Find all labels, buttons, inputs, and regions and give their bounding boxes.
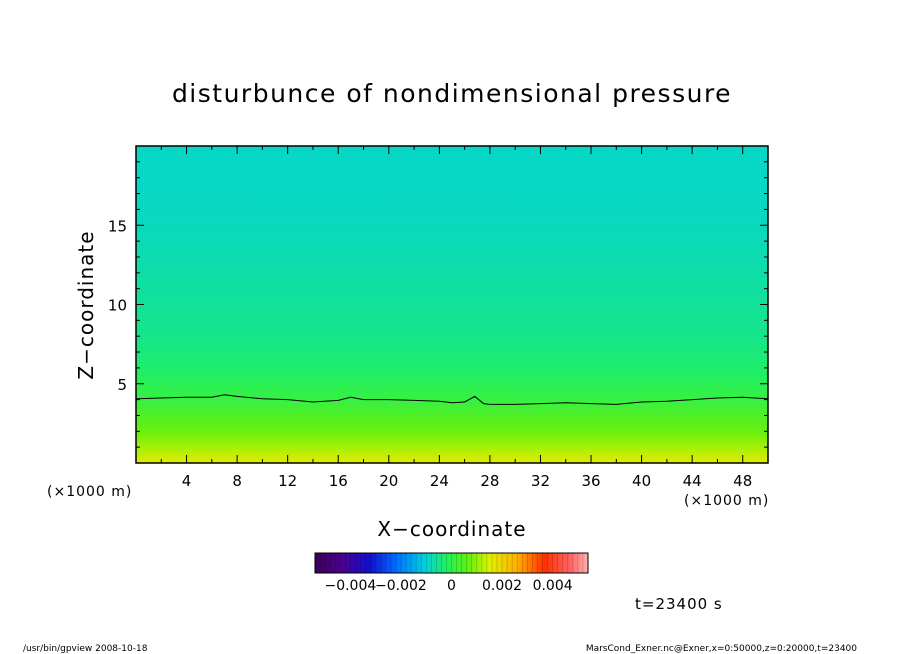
x-tick-label: 40 (632, 472, 651, 490)
colorbar-stripes (319, 553, 584, 573)
x-tick-label: 4 (182, 472, 192, 490)
zero-contour-line (135, 394, 769, 405)
x-tick-label: 44 (683, 472, 702, 490)
x-unit-left: (×1000 m) (47, 484, 132, 500)
colorbar-tick-labels: −0.004−0.002 0 0.002 0.004 (324, 578, 572, 594)
x-tick-label: 24 (430, 472, 449, 490)
x-tick-label: 28 (480, 472, 499, 490)
time-label: t=23400 s (635, 595, 723, 613)
x-axis-ticks: 4 8 12 16 20 24 28 32 36 40 44 48 (135, 146, 769, 490)
x-axis-label: X−coordinate (377, 517, 526, 541)
footer-right: MarsCond_Exner.nc@Exner,x=0:50000,z=0:20… (586, 644, 857, 654)
x-tick-label: 32 (531, 472, 550, 490)
colorbar-tick-label: 0 (447, 578, 456, 594)
colorbar-tick-label: 0.004 (533, 578, 573, 594)
heatmap-field (136, 146, 768, 463)
x-tick-label: 12 (278, 472, 297, 490)
y-tick-label: 10 (108, 297, 127, 315)
colorbar-tick-label: −0.004 (324, 578, 376, 594)
y-axis-ticks: 5 10 15 (108, 145, 768, 464)
x-unit-right: (×1000 m) (684, 493, 769, 509)
x-tick-label: 16 (329, 472, 348, 490)
x-tick-label: 20 (379, 472, 398, 490)
x-tick-label: 48 (733, 472, 752, 490)
colorbar-frame (314, 552, 589, 574)
y-tick-label: 5 (117, 376, 127, 394)
x-tick-label: 8 (232, 472, 242, 490)
colorbar-tick-label: −0.002 (375, 578, 427, 594)
y-tick-label: 15 (108, 217, 127, 235)
colorbar-tick-label: 0.002 (482, 578, 522, 594)
chart-title: disturbunce of nondimensional pressure (172, 79, 732, 108)
y-axis-label: Z−coordinate (74, 230, 98, 379)
colorbar-gradient (315, 553, 588, 573)
footer-left: /usr/bin/gpview 2008-10-18 (23, 644, 148, 654)
x-tick-label: 36 (581, 472, 600, 490)
colorbar: −0.004−0.002 0 0.002 0.004 (314, 552, 589, 594)
